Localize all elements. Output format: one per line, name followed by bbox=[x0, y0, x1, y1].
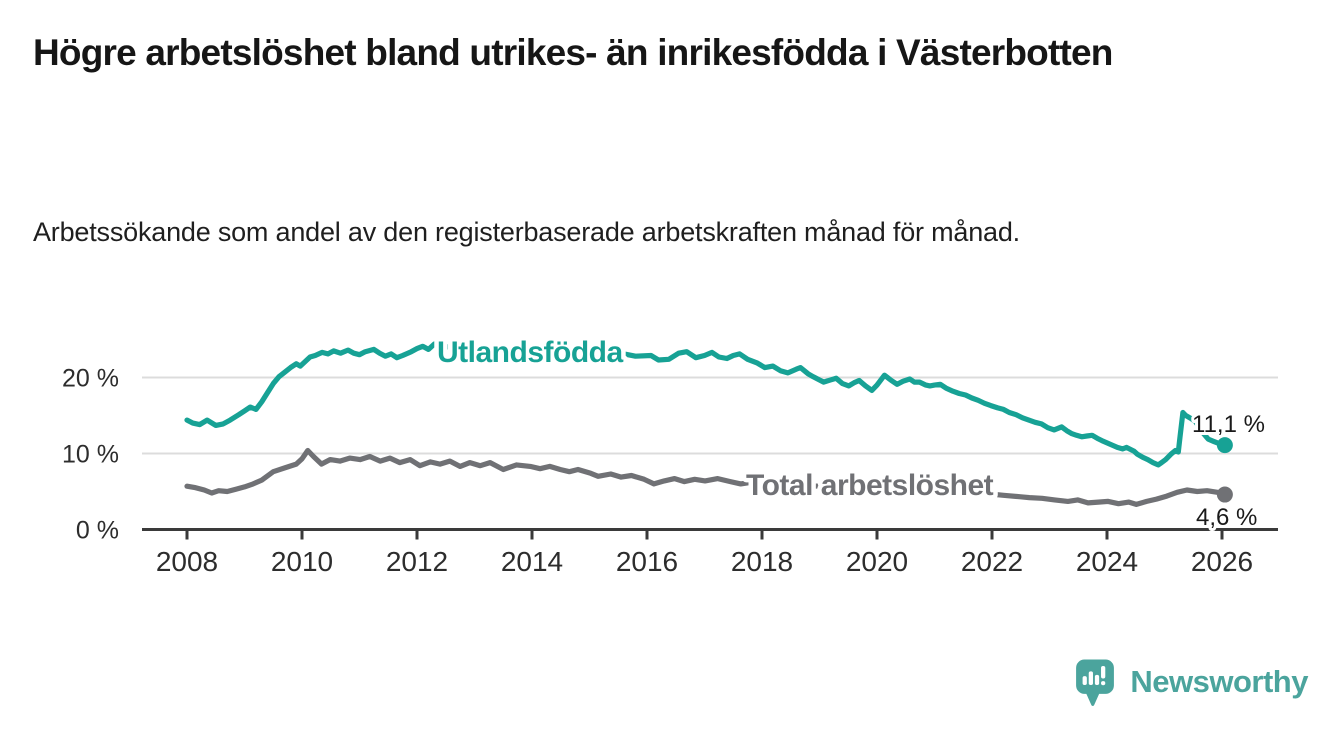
x-axis-label: 2026 bbox=[1191, 546, 1253, 577]
series-label: Total arbetslöshet bbox=[746, 469, 994, 502]
series-line-utlandsfodda bbox=[184, 341, 1228, 468]
x-axis-label: 2020 bbox=[846, 546, 908, 577]
series-label: Utlandsfödda bbox=[437, 336, 623, 369]
series-line-total bbox=[184, 447, 1228, 507]
page-title: Högre arbetslöshet bland utrikes- än inr… bbox=[33, 32, 1113, 73]
x-axis-label: 2010 bbox=[271, 546, 333, 577]
series-end-value: 11,1 % bbox=[1192, 411, 1265, 438]
x-axis-label: 2008 bbox=[156, 546, 218, 577]
brand-footer: Newsworthy bbox=[1072, 656, 1308, 708]
y-axis-label: 0 % bbox=[76, 517, 119, 545]
newsworthy-logo-icon bbox=[1076, 659, 1115, 706]
series-end-dot bbox=[1216, 437, 1233, 454]
x-axis-label: 2018 bbox=[731, 546, 793, 577]
chart-subtitle: Arbetssökande som andel av den registerb… bbox=[33, 217, 1020, 247]
y-axis-label: 10 % bbox=[62, 441, 119, 469]
series-end-dot bbox=[1216, 486, 1233, 503]
header: Högre arbetslöshet bland utrikes- än inr… bbox=[33, 26, 1173, 79]
brand-name: Newsworthy bbox=[1130, 664, 1308, 699]
x-axis-label: 2016 bbox=[616, 546, 678, 577]
x-axis-label: 2022 bbox=[961, 546, 1023, 577]
x-axis-label: 2012 bbox=[386, 546, 448, 577]
series-end-value: 4,6 % bbox=[1196, 504, 1257, 531]
x-axis-label: 2024 bbox=[1076, 546, 1138, 577]
y-axis-label: 20 % bbox=[62, 365, 119, 393]
x-axis-label: 2014 bbox=[501, 546, 563, 577]
